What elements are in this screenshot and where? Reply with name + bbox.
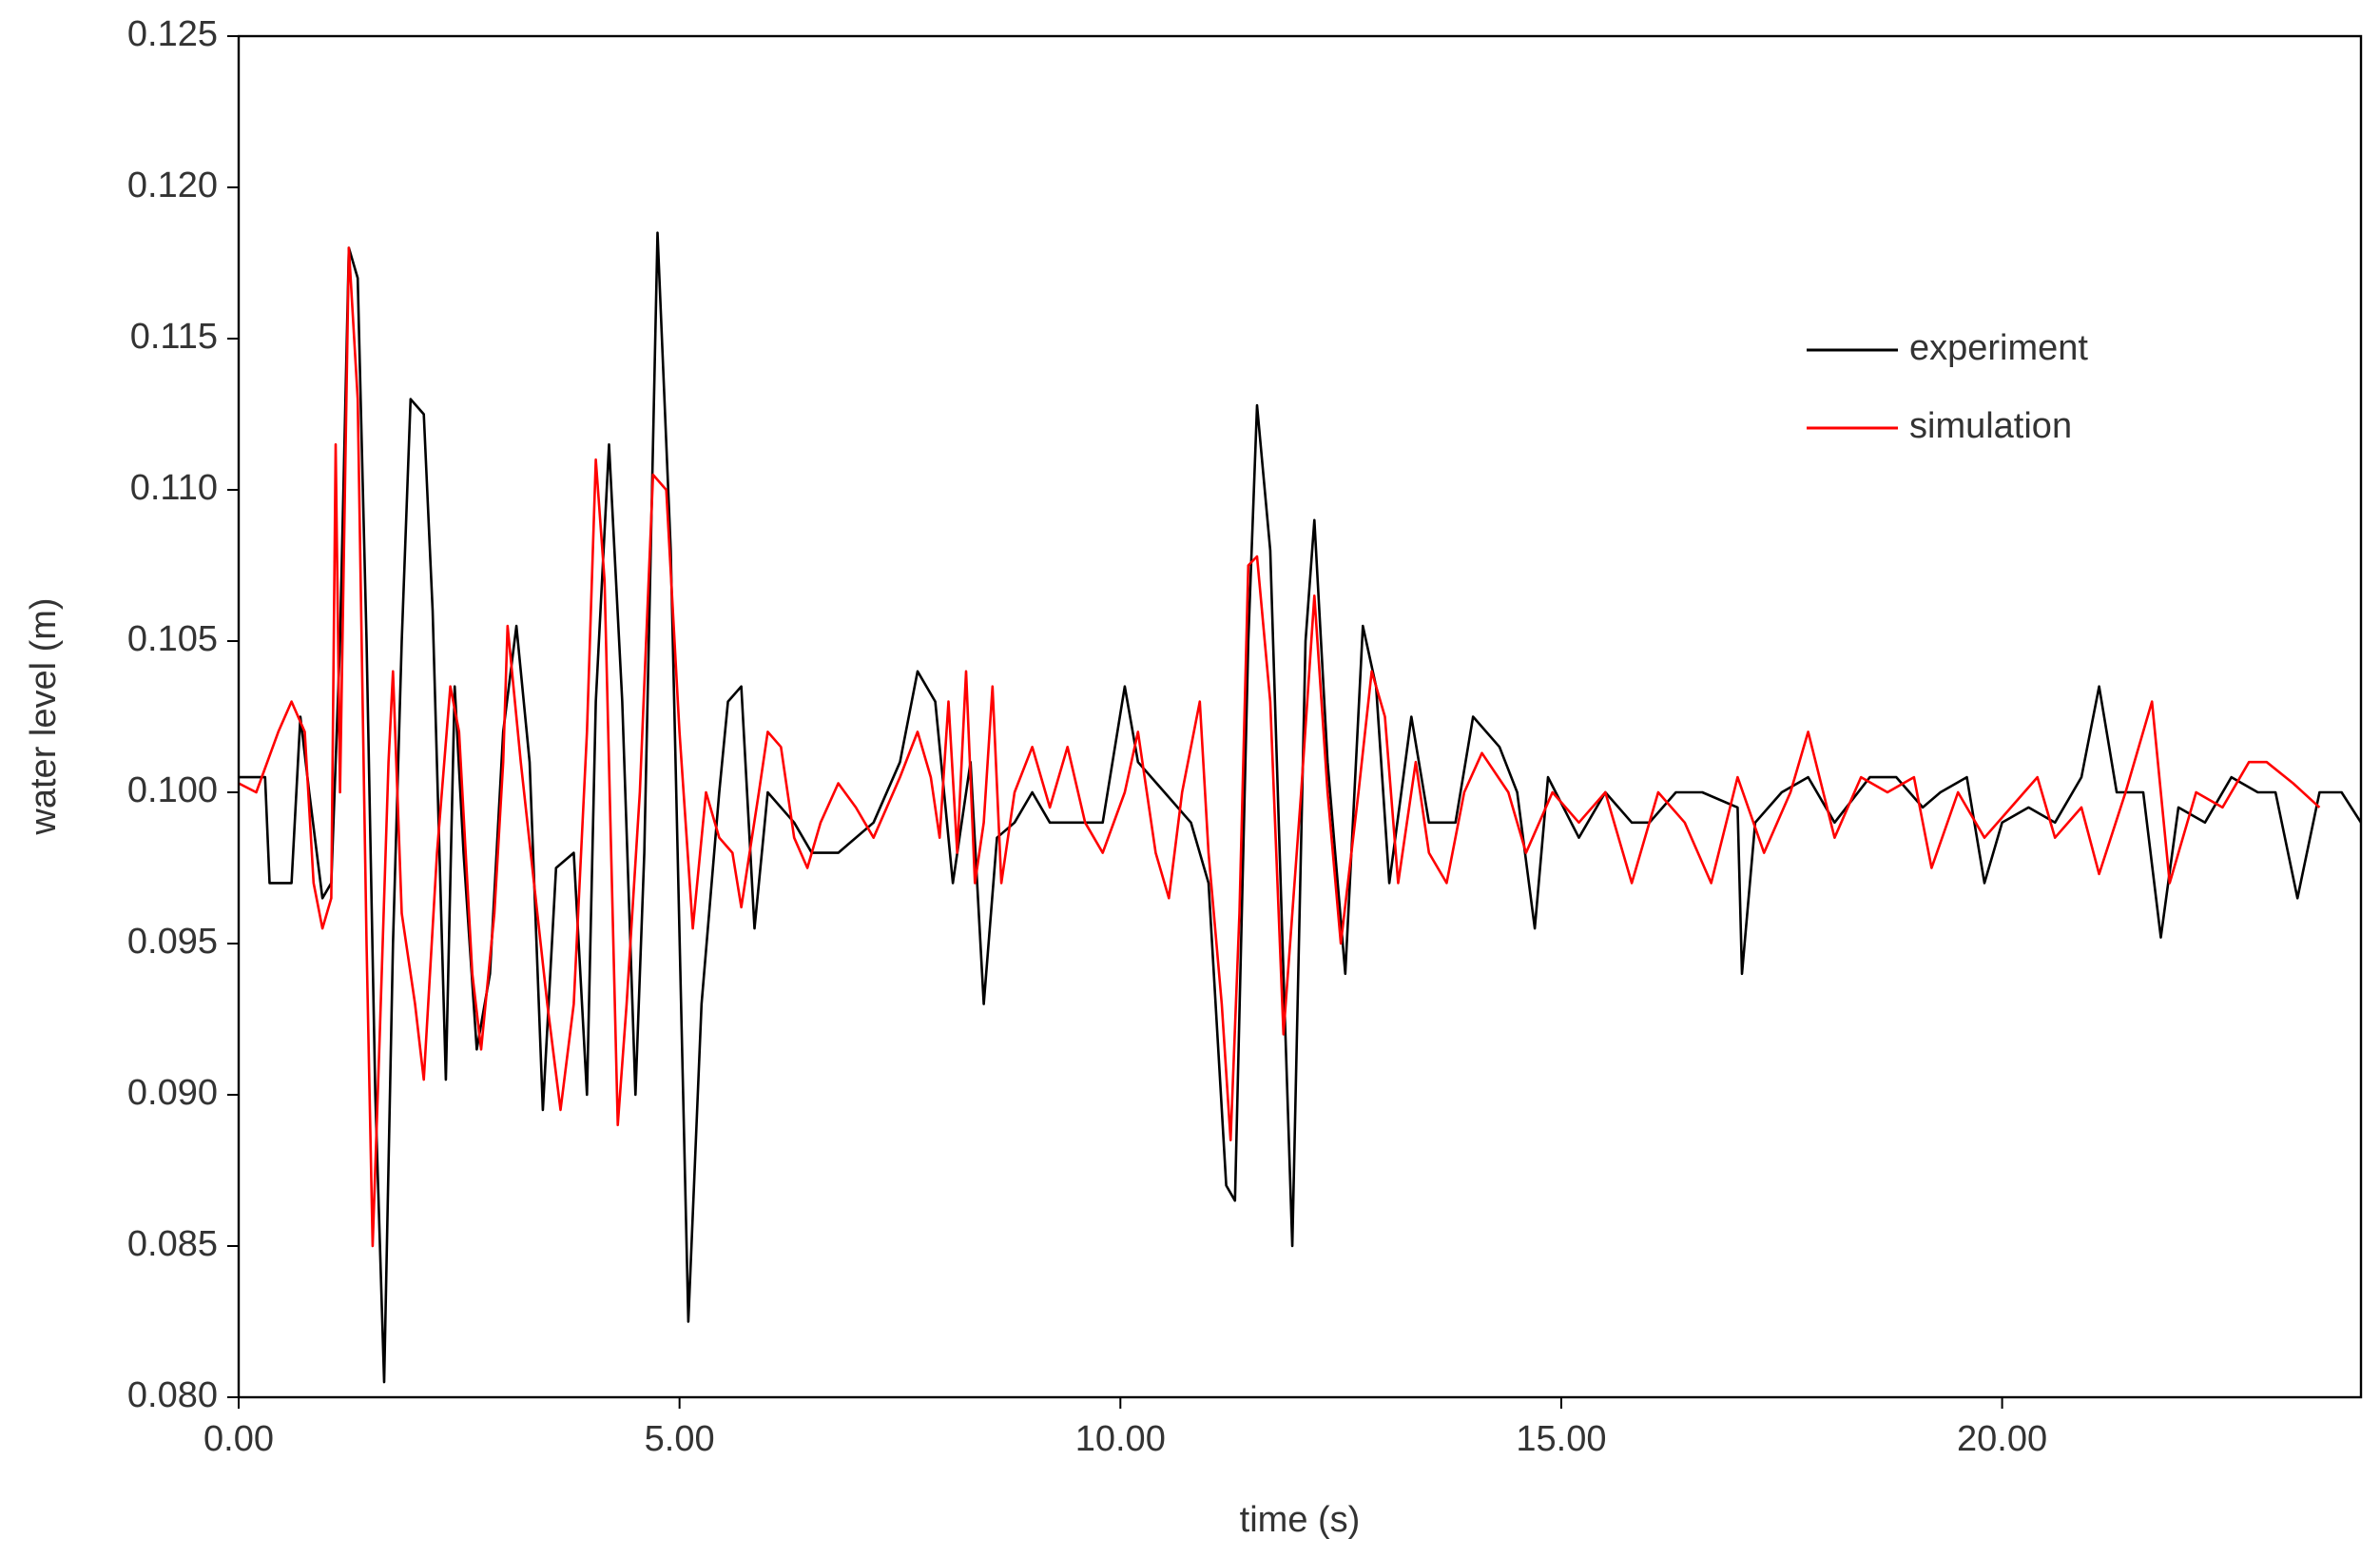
y-tick-label: 0.090 — [127, 1073, 218, 1113]
series-line — [239, 231, 2363, 1384]
x-axis-label: time (s) — [1240, 1500, 1361, 1540]
y-tick-label: 0.125 — [127, 14, 218, 54]
y-tick-label: 0.120 — [127, 166, 218, 205]
x-tick-label: 10.00 — [1075, 1419, 1166, 1459]
plot-frame — [237, 34, 2363, 1399]
x-tick-label: 15.00 — [1516, 1419, 1606, 1459]
y-tick-label: 0.110 — [130, 468, 218, 508]
y-tick-label: 0.085 — [127, 1224, 218, 1264]
legend-label: experiment — [1909, 328, 2088, 368]
y-tick-label: 0.115 — [130, 317, 218, 357]
series-line — [238, 246, 2321, 1248]
y-tick-label: 0.100 — [127, 770, 218, 810]
x-tick-label: 5.00 — [645, 1419, 715, 1459]
y-axis-label: water level (m) — [24, 597, 64, 835]
x-tick-label: 0.00 — [203, 1419, 274, 1459]
x-tick-label: 20.00 — [1957, 1419, 2047, 1459]
y-tick-label: 0.095 — [127, 922, 218, 962]
y-tick-label: 0.105 — [127, 619, 218, 659]
y-tick-label: 0.080 — [127, 1375, 218, 1415]
legend-label: simulation — [1909, 406, 2072, 446]
